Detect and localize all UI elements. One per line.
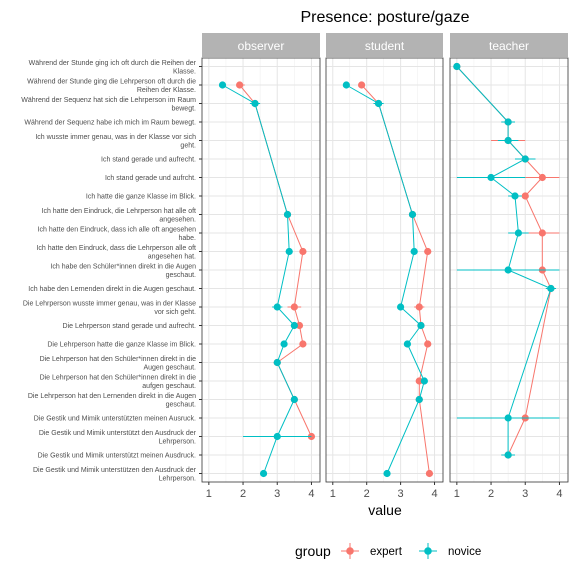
point-observer-novice	[280, 340, 287, 347]
x-tick-label: 3	[398, 488, 404, 500]
point-observer-expert	[299, 340, 306, 347]
point-observer-novice	[251, 100, 258, 107]
point-observer-novice	[291, 322, 298, 329]
y-tick-label: Die Gestik und Mimik unterstützen den Au…	[33, 467, 197, 483]
point-observer-novice	[286, 248, 293, 255]
y-tick-label: Ich wusste immer genau, was in der Klass…	[35, 134, 196, 150]
point-teacher-novice	[505, 451, 512, 458]
point-student-novice	[383, 470, 390, 477]
point-observer-novice	[219, 81, 226, 88]
x-tick-label: 1	[206, 488, 212, 500]
point-observer-expert	[299, 248, 306, 255]
y-tick-label: Die Lehrperson wusste immer genau, was i…	[23, 300, 196, 316]
point-student-novice	[409, 211, 416, 218]
strip-label-teacher: teacher	[489, 39, 529, 53]
point-student-novice	[421, 377, 428, 384]
x-axis-label: value	[368, 502, 402, 518]
x-tick-label: 4	[431, 488, 437, 500]
point-teacher-novice	[487, 174, 494, 181]
y-tick-label: Während der Sequenz hat sich die Lehrper…	[21, 97, 196, 113]
y-tick-label: Ich hatte die ganze Klasse im Blick.	[86, 194, 196, 201]
y-tick-label: Während der Stunde ging die Lehrperson o…	[27, 78, 196, 94]
point-teacher-novice	[522, 155, 529, 162]
point-student-expert	[426, 470, 433, 477]
y-tick-label: Ich stand gerade und aufrecht.	[101, 157, 196, 164]
x-tick-label: 4	[556, 488, 562, 500]
legend-label-novice: novice	[448, 546, 481, 558]
y-tick-label: Die Gestik und Mimik unterstützt den Aus…	[39, 430, 197, 446]
x-tick-label: 2	[488, 488, 494, 500]
point-student-novice	[416, 396, 423, 403]
x-tick-label: 1	[330, 488, 336, 500]
y-tick-label: Ich habe den Lernenden direkt in die Aug…	[28, 286, 196, 293]
strip-label-student: student	[365, 39, 405, 53]
y-tick-label: Die Gestik und Mimik unterstützten meine…	[34, 416, 196, 423]
x-tick-label: 3	[522, 488, 528, 500]
point-teacher-novice	[515, 229, 522, 236]
point-teacher-novice	[453, 63, 460, 70]
point-teacher-novice	[505, 137, 512, 144]
point-observer-novice	[291, 396, 298, 403]
point-student-expert	[424, 340, 431, 347]
chart-title: Presence: posture/gaze	[301, 9, 470, 26]
point-observer-expert	[236, 81, 243, 88]
point-student-expert	[416, 303, 423, 310]
point-teacher-novice	[547, 285, 554, 292]
point-student-expert	[424, 248, 431, 255]
point-teacher-expert	[522, 192, 529, 199]
point-teacher-expert	[539, 229, 546, 236]
point-observer-novice	[260, 470, 267, 477]
x-tick-label: 3	[274, 488, 280, 500]
point-teacher-novice	[505, 414, 512, 421]
point-student-expert	[358, 81, 365, 88]
y-tick-label: Die Lehrperson stand gerade und aufrecht…	[63, 323, 197, 330]
x-tick-label: 2	[364, 488, 370, 500]
legend-title: group	[295, 543, 331, 559]
y-tick-label: Ich habe den Schüler*innen direkt in die…	[50, 263, 196, 279]
legend-label-expert: expert	[370, 546, 403, 558]
y-tick-label: Ich stand gerade und aufrcht.	[105, 175, 196, 182]
x-tick-label: 1	[454, 488, 460, 500]
point-observer-novice	[274, 359, 281, 366]
point-observer-expert	[291, 303, 298, 310]
strip-label-observer: observer	[238, 39, 285, 53]
point-student-novice	[411, 248, 418, 255]
point-student-novice	[375, 100, 382, 107]
point-teacher-novice	[511, 192, 518, 199]
y-tick-label: Ich hatte den Eindruck, dass ich alle of…	[38, 226, 196, 242]
y-tick-label: Die Gestik und Mimik unterstützt meinen …	[38, 453, 196, 460]
y-tick-label: Ich hatte den Eindruck, dass die Lehrper…	[36, 245, 196, 260]
point-teacher-novice	[505, 266, 512, 273]
y-tick-label: Ich hatte den Eindruck, die Lehrperson h…	[42, 208, 197, 224]
x-tick-label: 2	[240, 488, 246, 500]
y-tick-label: Die Lehrperson hat den Schüler*innen dir…	[40, 356, 197, 372]
x-tick-label: 4	[308, 488, 314, 500]
point-teacher-expert	[539, 174, 546, 181]
point-teacher-novice	[505, 118, 512, 125]
y-tick-label: Während der Stunde ging ich oft durch di…	[29, 60, 197, 76]
point-student-novice	[417, 322, 424, 329]
y-tick-label: Die Lehrperson hatte die ganze Klasse im…	[47, 342, 196, 349]
legend-key-novice	[419, 543, 437, 559]
y-tick-label: Während der Sequenz habe ich mich im Rau…	[24, 120, 196, 127]
panel-observer	[202, 58, 320, 482]
legend-key-expert	[341, 543, 359, 559]
point-observer-novice	[274, 303, 281, 310]
point-observer-novice	[284, 211, 291, 218]
panel-teacher	[450, 58, 568, 482]
y-tick-label: Die Lehrperson hat den Schüler*innen dir…	[40, 374, 197, 390]
point-student-novice	[404, 340, 411, 347]
point-student-novice	[397, 303, 404, 310]
point-student-novice	[343, 81, 350, 88]
y-tick-label: Die Lehrperson hat den Lernenden direkt …	[28, 393, 196, 409]
point-observer-novice	[274, 433, 281, 440]
panel-student	[326, 58, 443, 482]
